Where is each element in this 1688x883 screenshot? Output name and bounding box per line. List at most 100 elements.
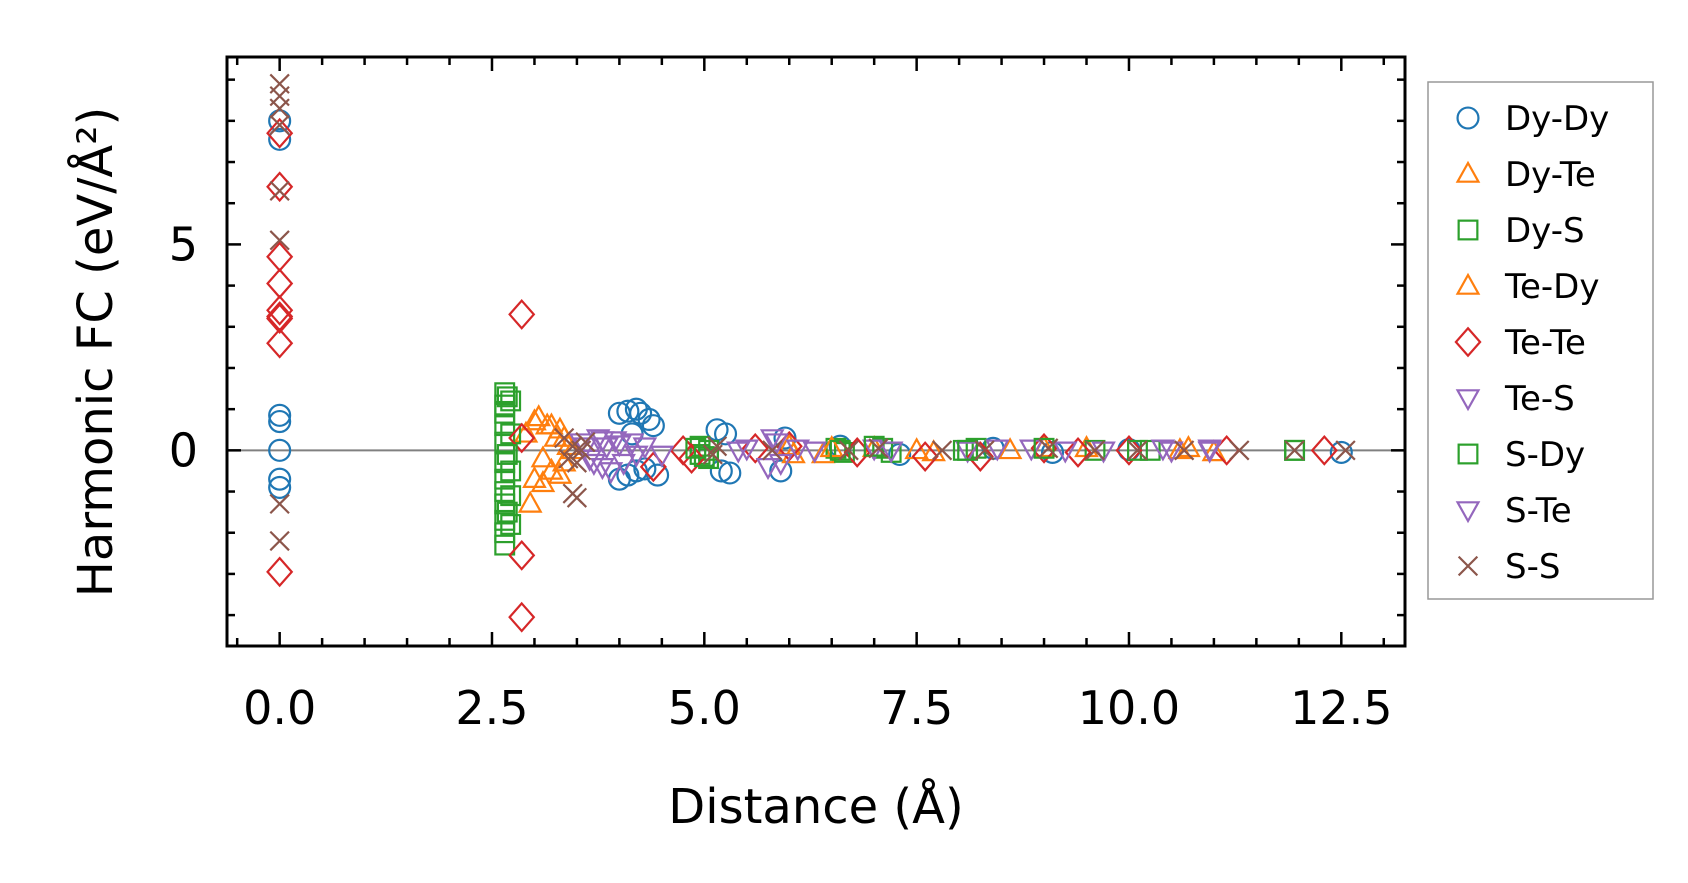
data-point — [785, 439, 811, 462]
data-point — [508, 299, 536, 330]
legend-marker — [1455, 272, 1481, 295]
data-point — [713, 422, 738, 446]
data-point — [500, 485, 522, 507]
data-point — [598, 462, 624, 485]
data-point — [508, 539, 536, 571]
data-point — [802, 441, 828, 464]
legend-item: S-Dy — [1457, 435, 1585, 475]
legend-label: S-Dy — [1505, 435, 1585, 475]
data-point — [500, 460, 522, 482]
data-point — [997, 437, 1023, 460]
data-point — [637, 407, 661, 432]
data-point — [269, 230, 290, 251]
data-point — [500, 423, 522, 445]
data-point — [641, 414, 665, 438]
data-point — [1018, 439, 1044, 462]
data-point — [494, 493, 516, 515]
legend-item: Te-Te — [1454, 323, 1586, 363]
data-point — [838, 440, 859, 461]
y-tick-label: 5 — [169, 217, 198, 271]
data-point — [1229, 440, 1250, 461]
x-tick-label: 12.5 — [1290, 681, 1392, 735]
data-point — [1064, 436, 1092, 468]
data-point — [551, 424, 577, 447]
series-Te-Te — [266, 117, 1338, 633]
data-point — [539, 412, 564, 435]
data-point — [611, 453, 636, 476]
x-axis: 0.0 2.5 5.0 7.5 10.0 12.5 — [235, 57, 1393, 735]
legend-marker — [1455, 389, 1481, 412]
data-point — [1284, 440, 1305, 461]
data-point — [266, 268, 294, 299]
series-Dy-Dy — [268, 109, 1353, 499]
data-point — [269, 493, 290, 515]
data-point — [508, 601, 536, 633]
data-point — [931, 440, 953, 461]
data-point — [500, 390, 522, 412]
data-point — [624, 445, 649, 468]
data-point — [266, 327, 294, 359]
y-axis: 05 — [169, 78, 1405, 617]
legend-marker — [1454, 326, 1482, 358]
data-point — [268, 467, 292, 491]
data-point — [1329, 440, 1353, 464]
data-point — [266, 303, 294, 334]
data-point — [585, 429, 611, 452]
legend-item: Te-Dy — [1455, 267, 1599, 307]
data-point — [530, 445, 556, 468]
data-point — [632, 437, 658, 460]
y-axis-title: Harmonic FC (eV/Å²) — [67, 107, 124, 597]
data-point — [1159, 441, 1184, 464]
data-point — [269, 114, 290, 136]
data-point — [974, 440, 995, 461]
data-point — [709, 459, 733, 483]
data-point — [269, 98, 290, 119]
data-point — [904, 437, 929, 460]
data-point — [1197, 439, 1222, 462]
data-point — [1310, 434, 1338, 466]
series-S-S — [269, 73, 1356, 552]
data-point — [268, 409, 292, 434]
data-point — [494, 382, 516, 404]
x-tick-label: 7.5 — [880, 681, 953, 735]
data-point — [268, 403, 292, 427]
legend-item: Dy-Dy — [1456, 99, 1609, 139]
data-point — [834, 441, 855, 463]
data-point — [494, 509, 516, 531]
x-tick-label: 5.0 — [668, 681, 741, 735]
data-point — [508, 422, 536, 454]
data-point — [269, 180, 290, 201]
data-point — [1201, 439, 1227, 462]
data-point — [494, 402, 516, 424]
legend-label: S-Te — [1505, 491, 1572, 531]
data-point — [1115, 434, 1143, 466]
data-point — [494, 415, 516, 437]
data-point — [496, 444, 518, 465]
data-point — [1335, 440, 1356, 461]
legend-label: Te-Te — [1504, 323, 1586, 363]
data-point — [734, 439, 760, 462]
data-point — [566, 452, 588, 473]
data-point — [566, 487, 588, 508]
data-point — [1052, 441, 1078, 464]
data-point — [1174, 440, 1195, 461]
legend-label: Te-Dy — [1504, 267, 1599, 307]
data-point — [1284, 439, 1306, 461]
series-S-Te — [573, 429, 1222, 485]
data-point — [266, 117, 294, 149]
data-point — [1127, 439, 1148, 461]
data-point — [517, 490, 543, 513]
data-point — [526, 404, 552, 427]
plot-area — [227, 73, 1405, 633]
data-point — [269, 530, 290, 552]
data-point — [1127, 440, 1148, 461]
legend-item: S-Te — [1455, 491, 1572, 531]
data-point — [769, 459, 793, 483]
x-tick-label: 10.0 — [1078, 681, 1180, 735]
legend-label: Dy-Te — [1505, 155, 1596, 195]
x-tick-label: 0.0 — [243, 681, 316, 735]
data-point — [678, 443, 706, 475]
legend-item: S-S — [1457, 547, 1560, 587]
legend-marker — [1455, 160, 1481, 183]
